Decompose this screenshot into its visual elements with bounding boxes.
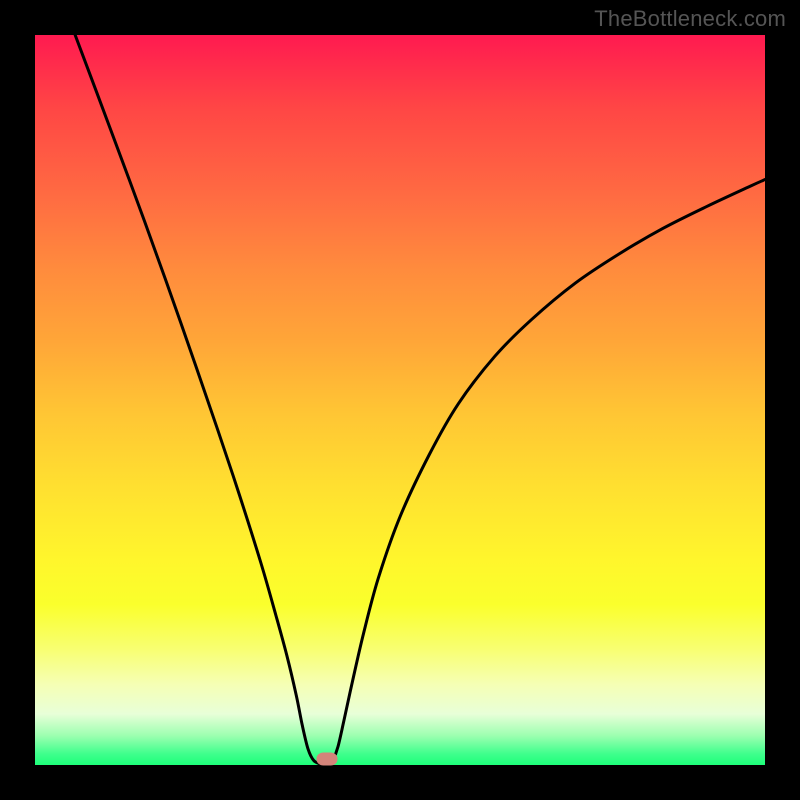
frame-right <box>765 0 800 800</box>
plot-area <box>35 35 765 765</box>
bottleneck-curve <box>75 35 765 765</box>
chart-container: TheBottleneck.com <box>0 0 800 800</box>
frame-left <box>0 0 35 800</box>
watermark-text: TheBottleneck.com <box>594 6 786 32</box>
curve-svg <box>35 35 765 765</box>
frame-bottom <box>0 765 800 800</box>
minimum-marker <box>317 753 338 766</box>
